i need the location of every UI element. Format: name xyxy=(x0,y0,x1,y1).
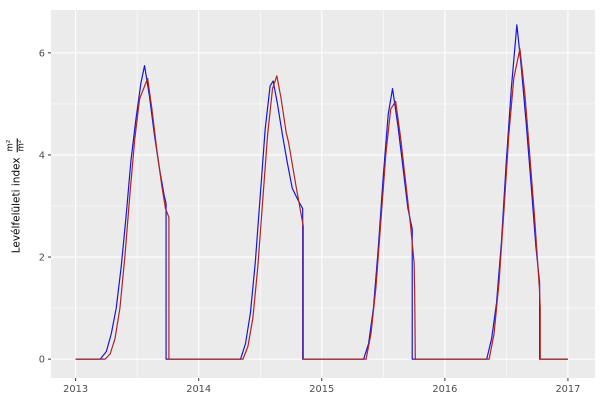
y-axis-unit-denominator: m² xyxy=(16,139,27,152)
x-axis-tick-label: 2015 xyxy=(309,384,334,395)
x-axis-tick-label: 2014 xyxy=(186,384,211,395)
series-line-measured-lai-red xyxy=(75,48,568,360)
x-axis-tick-label: 2016 xyxy=(432,384,457,395)
y-axis-unit-fraction: m² m² xyxy=(6,138,28,153)
x-axis-tick-label: 2013 xyxy=(63,384,88,395)
y-axis-tick-label: 6 xyxy=(39,48,45,59)
y-axis-tick-label: 2 xyxy=(39,252,45,263)
y-axis-title: Levélfelületi index m² m² xyxy=(6,138,28,254)
y-axis-tick-label: 4 xyxy=(39,150,45,161)
x-axis-tick-label: 2017 xyxy=(555,384,580,395)
y-axis-title-text: Levélfelületi index xyxy=(11,157,23,254)
series-line-simulated-lai-blue xyxy=(75,24,568,360)
y-axis-tick-label: 0 xyxy=(39,355,45,366)
